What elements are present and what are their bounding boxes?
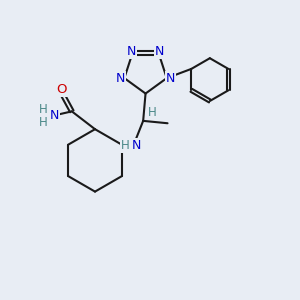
Text: H: H	[39, 103, 47, 116]
Text: N: N	[166, 72, 175, 85]
Text: N: N	[132, 139, 141, 152]
Text: N: N	[49, 109, 59, 122]
Text: H: H	[39, 116, 47, 129]
Text: H: H	[121, 139, 130, 152]
Text: H: H	[148, 106, 157, 119]
Text: N: N	[116, 72, 125, 85]
Text: N: N	[127, 45, 136, 58]
Text: N: N	[154, 45, 164, 58]
Text: O: O	[56, 83, 67, 96]
